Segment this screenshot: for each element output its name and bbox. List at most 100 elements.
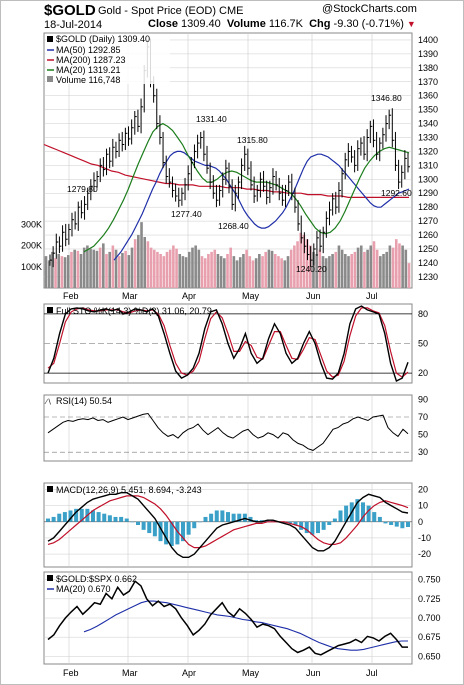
volume-bar — [57, 254, 61, 288]
macd-histogram-bar — [124, 518, 129, 522]
volume-bar — [305, 239, 309, 288]
volume-bar — [124, 250, 127, 288]
x-month-label: Apr — [182, 291, 196, 301]
volume-bar — [178, 254, 182, 288]
macd-histogram-bar — [372, 512, 377, 522]
volume-bar — [267, 249, 271, 288]
price-legend-swatch — [47, 76, 53, 82]
volume-bar — [254, 258, 258, 288]
price-tick-label: 1390 — [418, 49, 438, 59]
volume-bar — [165, 251, 169, 288]
price-tick-label: 1300 — [418, 174, 438, 184]
macd-histogram-bar — [231, 513, 236, 522]
price-tick-label: 1330 — [418, 133, 438, 143]
volume-bar — [223, 258, 226, 288]
volume-bar — [172, 245, 175, 288]
volume-bar — [258, 254, 261, 288]
volume-bar — [98, 247, 102, 288]
macd-histogram-bar — [254, 520, 259, 522]
rsi-legend-label: RSI(14) 50.54 — [56, 396, 112, 406]
price-legend-title: $GOLD (Daily) 1309.40 — [56, 34, 150, 44]
ratio-tick-label: 0.700 — [418, 613, 441, 623]
macd-histogram-bar — [287, 521, 292, 524]
macd-histogram-bar — [400, 521, 405, 529]
volume-bar — [152, 249, 156, 288]
volume-bar — [108, 251, 111, 288]
ratio-tick-label: 0.750 — [418, 575, 441, 585]
ratio-legend-label: $GOLD:$SPX 0.662 — [56, 574, 137, 584]
sto-tick-label: 20 — [418, 368, 428, 378]
macd-histogram-bar — [316, 521, 320, 534]
volume-bar — [181, 256, 185, 288]
x-month-label: Mar — [122, 291, 138, 301]
macd-signal-line — [47, 495, 409, 549]
volume-bar — [130, 247, 134, 288]
price-annotation: 1268.40 — [218, 221, 249, 231]
macd-histogram-bar — [332, 518, 337, 522]
x-month-label: Jul — [366, 668, 378, 678]
volume-bar — [191, 247, 194, 288]
x-month-label: Feb — [63, 668, 79, 678]
volume-bar — [302, 234, 306, 288]
volume-bar — [321, 256, 325, 288]
volume-bar — [149, 247, 153, 288]
rsi-tick-label: 50 — [418, 430, 428, 440]
volume-bar — [203, 258, 207, 288]
sto-legend-label: Full STO %K(14,3) %D(3) 31.06, 20.79 — [56, 306, 212, 316]
volume-bar — [226, 254, 229, 288]
macd-histogram-bar — [169, 521, 174, 546]
rsi-icon: ∕∖ — [44, 399, 52, 406]
macd-histogram-bar — [79, 508, 84, 522]
volume-bar — [293, 245, 296, 288]
volume-bar — [140, 222, 143, 288]
volume-bar — [324, 258, 328, 288]
volume-bar — [146, 241, 150, 288]
volume-bar — [334, 251, 338, 288]
volume-bar — [331, 254, 334, 288]
chart-description: Gold - Spot Price (EOD) CME — [98, 5, 244, 17]
price-annotation: 1346.80 — [371, 93, 402, 103]
price-tick-label: 1270 — [418, 216, 438, 226]
macd-histogram-bar — [248, 516, 253, 522]
x-month-label: Mar — [122, 668, 138, 678]
volume-bar — [273, 254, 277, 288]
macd-panel — [43, 482, 413, 568]
volume-value: 116.7K — [268, 18, 303, 30]
macd-histogram-bar — [164, 521, 169, 545]
x-month-label: Jun — [306, 668, 321, 678]
volume-bar — [156, 251, 159, 288]
price-annotation: 1292.60 — [381, 188, 412, 198]
volume-bar — [200, 256, 204, 288]
volume-bar — [315, 254, 318, 288]
volume-bar — [375, 249, 379, 288]
x-month-label: Apr — [182, 668, 196, 678]
volume-tick-label: 200K — [21, 241, 42, 251]
volume-bar — [286, 256, 290, 288]
volume-bar — [121, 252, 124, 288]
chg-value: -9.30 (-0.71%) — [333, 18, 404, 30]
volume-bar — [299, 232, 303, 288]
price-legend-bg — [46, 34, 170, 84]
ratio-legend-swatch — [47, 575, 53, 581]
volume-bar — [51, 251, 54, 288]
sto-legend-swatch — [47, 307, 53, 313]
volume-bar — [261, 256, 264, 288]
macd-tick-label: 20 — [418, 484, 428, 494]
price-legend-label: Volume 116,748 — [56, 75, 120, 85]
macd-histogram-bar — [310, 521, 315, 535]
macd-histogram-bar — [344, 505, 349, 522]
volume-bar — [105, 254, 108, 288]
x-month-label: May — [242, 668, 260, 678]
volume-bar — [60, 256, 64, 288]
volume-bar — [270, 250, 274, 288]
macd-histogram-bar — [186, 521, 191, 535]
volume-bar — [229, 247, 232, 288]
description-text: Gold - Spot Price (EOD) — [98, 5, 216, 17]
ma20-line — [83, 122, 410, 253]
price-stats: Close 1309.40 Volume 116.7K Chg -9.30 (-… — [148, 18, 416, 30]
volume-bar — [264, 251, 268, 288]
macd-line — [47, 492, 409, 558]
macd-histogram-bar — [175, 521, 180, 545]
volume-bar — [66, 255, 70, 288]
volume-bar — [82, 247, 86, 288]
